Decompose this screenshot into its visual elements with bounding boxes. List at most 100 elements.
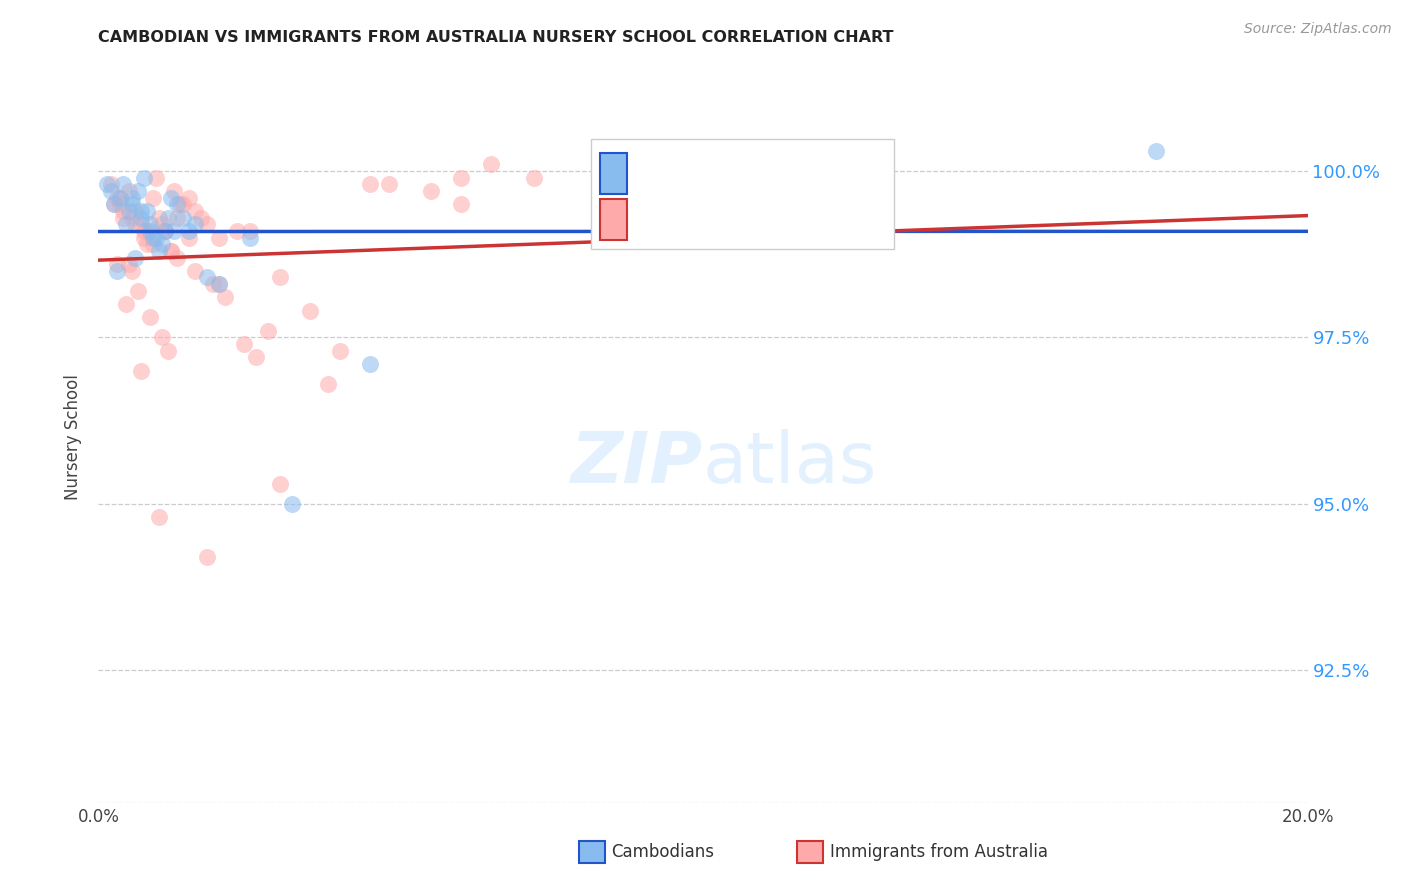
Point [156,343,179,358]
Point [105,264,128,278]
Point [360,178,382,192]
Point [160,191,183,205]
Point [124,204,146,219]
Point [139,224,162,238]
Point [179,191,201,205]
Text: Source: ZipAtlas.com: Source: ZipAtlas.com [1244,22,1392,37]
Point [166,211,188,225]
Point [105,191,128,205]
Point [129,363,152,377]
Point [184,217,207,231]
Point [108,191,131,205]
FancyBboxPatch shape [591,138,894,249]
Point [208,230,231,244]
Point [132,224,155,238]
Text: Cambodians: Cambodians [612,843,714,861]
Point [145,170,167,185]
Point [169,197,191,211]
Point [105,257,128,271]
Point [129,204,152,219]
Point [281,497,304,511]
Point [256,324,278,338]
Point [132,170,155,185]
Point [132,230,155,244]
Point [195,217,218,231]
Point [153,224,176,238]
Point [269,270,291,285]
Point [108,197,131,211]
Point [269,476,291,491]
Point [232,337,254,351]
Point [153,224,176,238]
Point [481,157,503,171]
Text: R = 0.344   N = 36: R = 0.344 N = 36 [641,164,811,182]
Point [239,224,262,238]
Point [360,357,382,371]
FancyBboxPatch shape [600,199,627,240]
Point [329,343,352,358]
Point [163,184,186,198]
Point [160,244,183,258]
Point [239,230,262,244]
Point [103,197,125,211]
Point [124,251,146,265]
Point [450,197,472,211]
Point [127,284,149,298]
Point [127,184,149,198]
Point [160,244,183,258]
Point [124,217,146,231]
Point [450,170,472,185]
Point [166,197,188,211]
Point [179,230,201,244]
Point [202,277,225,292]
Point [100,184,122,198]
Point [166,251,188,265]
Point [139,217,162,231]
Point [1146,144,1168,158]
Point [195,270,218,285]
Point [163,224,186,238]
Point [135,204,157,219]
Point [121,191,143,205]
Point [153,224,176,238]
Point [172,211,194,225]
Point [179,224,201,238]
Point [150,330,173,344]
Point [420,184,443,198]
FancyBboxPatch shape [600,153,627,194]
Point [148,509,170,524]
Point [184,204,207,219]
Point [114,297,136,311]
Point [148,211,170,225]
Point [172,197,194,211]
Point [214,290,236,304]
Point [111,211,134,225]
Point [245,351,267,365]
Point [148,244,170,258]
Point [523,170,546,185]
Text: R = 0.146   N = 68: R = 0.146 N = 68 [641,211,811,228]
Point [111,178,134,192]
Point [121,211,143,225]
Text: CAMBODIAN VS IMMIGRANTS FROM AUSTRALIA NURSERY SCHOOL CORRELATION CHART: CAMBODIAN VS IMMIGRANTS FROM AUSTRALIA N… [98,29,894,45]
Point [118,184,141,198]
Point [129,217,152,231]
Point [139,310,162,325]
Point [118,204,141,219]
Point [129,211,152,225]
Point [135,224,157,238]
Point [190,211,212,225]
Point [118,257,141,271]
Point [316,376,339,391]
Point [142,237,165,252]
Point [226,224,249,238]
Point [121,264,143,278]
Point [208,277,231,292]
Point [377,178,399,192]
Y-axis label: Nursery School: Nursery School [65,374,83,500]
Point [156,211,179,225]
Point [111,204,134,219]
Point [114,217,136,231]
Point [150,217,173,231]
Point [195,549,218,564]
